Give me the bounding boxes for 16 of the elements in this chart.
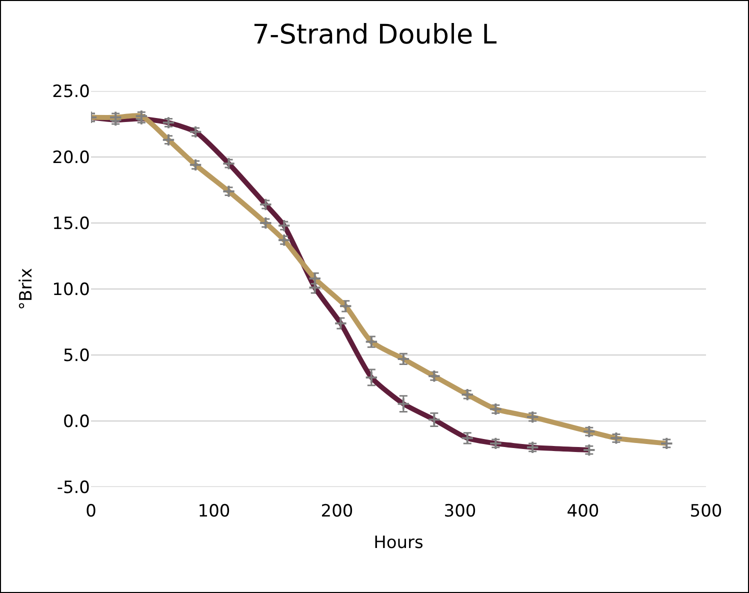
chart-title: 7-Strand Double L	[252, 20, 497, 51]
y-tick-label: 25.0	[52, 82, 90, 102]
x-axis-title: Hours	[374, 532, 424, 553]
y-tick-label: 0.0	[62, 412, 90, 432]
y-tick-label: 5.0	[62, 346, 90, 366]
y-axis-title: °Brix	[16, 268, 37, 310]
y-tick-label: 10.0	[52, 280, 90, 300]
y-tick-label: 15.0	[52, 214, 90, 234]
x-tick-label: 500	[690, 501, 722, 522]
x-tick-label: 0	[86, 501, 96, 522]
y-tick-label: 20.0	[52, 148, 90, 168]
x-tick-label: 100	[198, 501, 230, 522]
y-tick-label: -5.0	[56, 478, 90, 498]
x-tick-label: 200	[320, 501, 354, 522]
x-tick-label: 400	[566, 501, 600, 522]
x-tick-label: 300	[444, 501, 476, 522]
